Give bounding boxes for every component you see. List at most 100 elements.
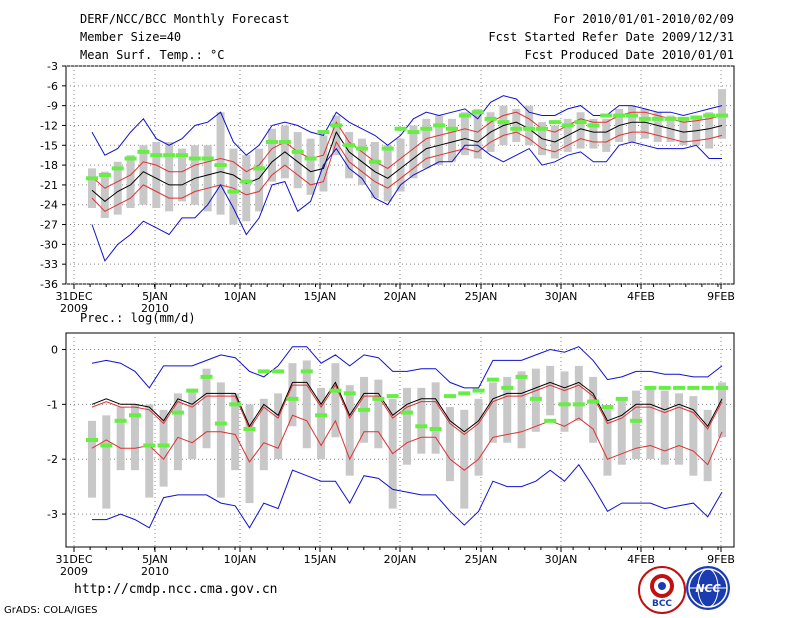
spread-box: [130, 404, 139, 471]
observed-marker: [266, 139, 278, 144]
source-url[interactable]: http://cmdp.ncc.cma.gov.cn: [74, 582, 278, 597]
series-line-upper-extreme: [91, 95, 723, 156]
observed-marker: [272, 369, 285, 374]
observed-marker: [572, 402, 585, 407]
observed-marker: [458, 391, 471, 396]
spread-box: [255, 148, 264, 212]
observed-marker: [587, 399, 600, 404]
observed-marker: [386, 394, 399, 399]
spread-box: [159, 409, 168, 487]
observed-marker: [587, 123, 600, 128]
spread-box: [306, 138, 315, 195]
spread-box: [345, 132, 354, 179]
spread-box: [718, 382, 726, 438]
y-tick-label: -18: [40, 159, 58, 172]
observed-marker: [407, 130, 420, 135]
spread-box: [675, 393, 684, 465]
observed-marker: [229, 402, 242, 407]
observed-marker: [124, 156, 137, 161]
observed-marker: [356, 146, 368, 151]
spread-box: [409, 125, 418, 179]
spread-box: [259, 398, 268, 471]
spread-box: [345, 385, 354, 476]
observed-marker: [703, 113, 716, 118]
observed-marker: [443, 394, 456, 399]
observed-marker: [372, 396, 385, 401]
spread-box: [245, 404, 254, 504]
observed-marker: [381, 146, 394, 151]
observed-marker: [143, 443, 156, 448]
spread-box: [139, 145, 148, 205]
x-tick-sublabel: 2009: [60, 302, 88, 315]
series-line-upper-extreme: [91, 346, 723, 389]
x-tick-label: 9FEB: [707, 553, 735, 566]
spread-box: [435, 115, 444, 166]
x-tick-label: 10JAN: [224, 553, 257, 566]
observed-marker: [291, 149, 304, 154]
observed-marker: [515, 374, 528, 379]
series-line-lower-spread: [91, 131, 723, 212]
spread-box: [448, 118, 456, 162]
x-tick-label: 5JAN: [142, 290, 168, 303]
y-tick-label: -33: [40, 258, 58, 271]
spread-box: [178, 148, 186, 202]
observed-marker: [176, 153, 188, 158]
observed-marker: [111, 166, 124, 171]
observed-marker: [664, 116, 677, 121]
observed-marker: [330, 123, 343, 128]
spread-box: [589, 118, 598, 149]
observed-marker: [278, 139, 291, 144]
spread-box: [603, 407, 612, 476]
observed-marker: [150, 153, 163, 158]
observed-marker: [626, 113, 638, 118]
observed-marker: [157, 443, 170, 448]
series-line-ensemble-mean: [91, 121, 723, 203]
spread-box: [190, 145, 199, 205]
x-tick-sublabel: 2010: [141, 565, 169, 578]
observed-marker: [201, 156, 214, 161]
observed-marker: [484, 116, 497, 121]
observed-marker: [497, 120, 510, 125]
observed-marker: [315, 413, 328, 418]
spread-box: [288, 363, 297, 427]
observed-marker: [86, 176, 98, 181]
x-tick-sublabel: 2010: [141, 302, 169, 315]
spread-box: [517, 371, 526, 449]
observed-marker: [137, 149, 150, 154]
spread-box: [332, 115, 341, 156]
observed-marker: [253, 166, 266, 171]
variable-label: Mean Surf. Temp.: °C: [80, 48, 225, 62]
spread-box: [100, 171, 109, 218]
observed-marker: [529, 396, 542, 401]
spread-box: [396, 138, 405, 192]
observed-marker: [548, 120, 561, 125]
y-tick-label: -24: [40, 199, 58, 212]
observed-marker: [163, 153, 176, 158]
observed-marker: [358, 407, 371, 412]
observed-marker: [128, 413, 141, 418]
x-tick-label: 30JAN: [545, 290, 578, 303]
spread-box: [231, 393, 240, 471]
spread-box: [88, 168, 96, 209]
x-tick-label: 15JAN: [304, 290, 337, 303]
spread-box: [560, 371, 569, 432]
observed-marker: [433, 123, 446, 128]
x-tick-label: 4FEB: [627, 290, 655, 303]
chart-title: DERF/NCC/BCC Monthly Forecast: [80, 12, 290, 26]
observed-marker: [651, 116, 664, 121]
spread-box: [628, 105, 636, 142]
forecast-start-date: Fcst Started Refer Date 2009/12/31: [488, 30, 734, 44]
spread-box: [116, 407, 125, 471]
x-tick-label: 20JAN: [384, 290, 417, 303]
chart-panel-0: -36-33-30-27-24-21-18-15-12-9-6-331DEC20…: [40, 60, 735, 315]
spread-box: [293, 132, 302, 189]
observed-marker: [200, 374, 213, 379]
y-tick-label: -27: [40, 219, 58, 232]
spread-box: [102, 415, 111, 509]
y-tick-label: -9: [47, 100, 58, 113]
y-tick-label: -12: [40, 119, 58, 132]
observed-marker: [600, 113, 613, 118]
observed-marker: [630, 418, 643, 423]
observed-marker: [673, 385, 686, 390]
